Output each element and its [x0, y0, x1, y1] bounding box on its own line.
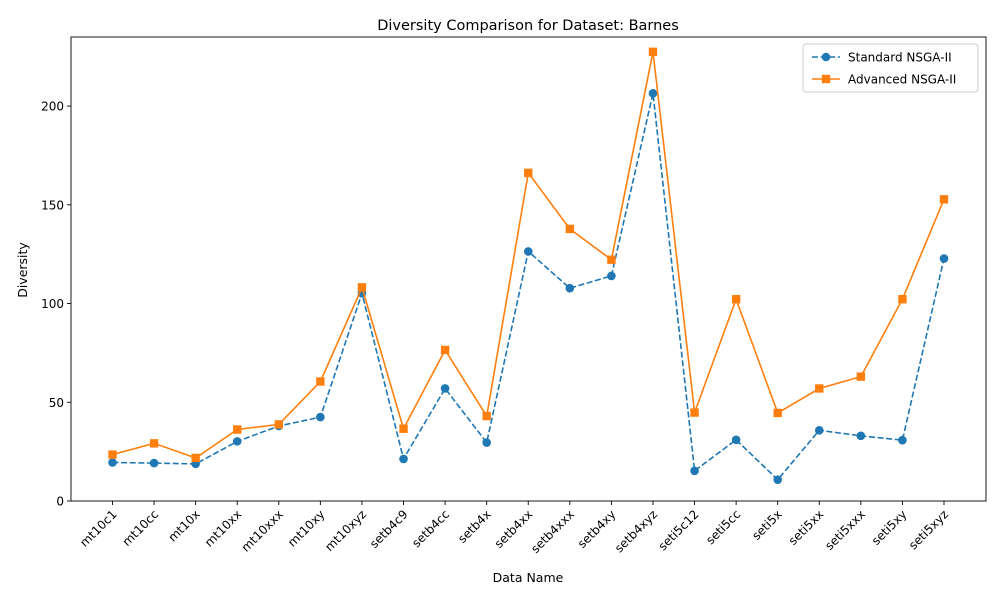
data-point	[357, 283, 367, 292]
data-point	[233, 425, 242, 434]
x-tick-label: seti5xy	[869, 507, 910, 548]
data-point	[773, 408, 782, 418]
y-tick-label: 150	[41, 198, 64, 212]
data-point	[108, 458, 117, 467]
data-point	[731, 435, 741, 445]
legend-item: Standard NSGA-II	[812, 51, 952, 65]
data-point	[856, 372, 866, 381]
legend-marker	[821, 52, 831, 62]
chart-title: Diversity Comparison for Dataset: Barnes	[377, 18, 679, 34]
x-tick-label: setb4x	[455, 507, 494, 546]
x-tick-label: setb4cc	[409, 507, 452, 550]
series-line	[112, 93, 945, 481]
legend-label: Advanced NSGA-II	[848, 73, 956, 87]
data-point	[316, 412, 325, 422]
data-point	[814, 426, 824, 435]
data-point	[440, 384, 450, 393]
data-point	[399, 454, 408, 464]
y-axis-label: Diversity	[15, 242, 30, 298]
y-tick-label: 200	[41, 100, 64, 114]
plot-area	[70, 36, 987, 502]
data-point	[440, 345, 450, 355]
x-tick-label: seti5xyz	[906, 507, 951, 552]
data-point	[108, 450, 117, 459]
plot-frame	[70, 36, 987, 502]
data-point	[690, 408, 699, 417]
x-tick-label: setb4xyz	[612, 507, 660, 555]
x-tick-label: mt10xy	[285, 507, 327, 549]
data-point	[274, 420, 283, 429]
data-point	[149, 439, 159, 448]
data-point	[690, 466, 699, 476]
data-point	[399, 424, 408, 433]
data-point	[607, 271, 616, 281]
data-point	[524, 168, 533, 178]
series-0	[108, 88, 949, 484]
data-point	[191, 453, 200, 463]
x-tick-label: mt10c1	[77, 507, 119, 549]
x-tick-label: seti5cc	[703, 507, 743, 547]
x-axis-label: Data Name	[493, 570, 564, 585]
x-tick-label: seti5xx	[786, 507, 827, 548]
data-point	[815, 384, 824, 393]
legend-box	[802, 43, 979, 93]
x-tick-label: mt10cc	[120, 507, 162, 549]
legend-item: Advanced NSGA-II	[812, 73, 956, 87]
data-point	[316, 377, 325, 386]
data-point	[523, 247, 533, 256]
data-point	[856, 431, 866, 441]
x-tick-label: mt10xyz	[322, 507, 369, 554]
data-point	[482, 411, 491, 421]
data-point	[898, 295, 907, 304]
y-tick-label: 100	[41, 297, 64, 311]
x-tick-label: seti5c12	[656, 507, 702, 553]
x-tick-label: mt10x	[165, 507, 202, 544]
data-point	[773, 475, 782, 484]
data-point	[939, 254, 949, 263]
data-point	[939, 195, 949, 204]
legend-marker	[821, 74, 831, 84]
x-tick-label: setb4xxx	[528, 507, 577, 556]
legend-label: Standard NSGA-II	[848, 51, 952, 65]
x-tick-label: seti5x	[749, 507, 785, 543]
x-tick-label: mt10xxx	[239, 507, 286, 554]
data-point	[648, 88, 658, 98]
x-tick-label: seti5xxx	[822, 507, 868, 553]
x-tick-label: setb4c9	[367, 507, 411, 551]
data-point	[898, 435, 907, 445]
data-point	[731, 295, 741, 304]
x-tick-label: mt10xx	[202, 507, 244, 549]
data-point	[607, 255, 616, 264]
legend: Standard NSGA-II Advanced NSGA-II	[802, 43, 979, 93]
data-point	[482, 438, 491, 447]
data-point	[648, 47, 658, 57]
y-tick-label: 0	[56, 495, 64, 509]
data-point	[232, 437, 242, 446]
y-tick-label: 50	[49, 396, 64, 410]
data-point	[149, 458, 159, 468]
series-layer	[108, 47, 949, 484]
data-point	[565, 224, 575, 234]
data-point	[565, 283, 575, 293]
y-axis-ticks: 0 50 100 150 200	[41, 100, 71, 509]
series-1	[108, 47, 949, 463]
